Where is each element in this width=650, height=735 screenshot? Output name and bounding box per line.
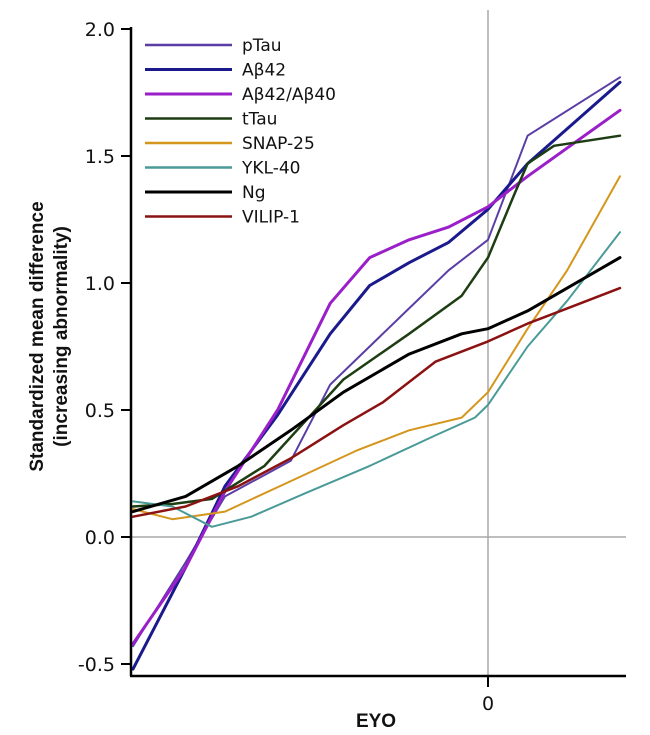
y-tick-label: -0.5 <box>78 654 115 676</box>
plot-lines <box>131 10 626 676</box>
y-tick-label: 0.5 <box>85 400 115 422</box>
legend: pTau Aβ42 Aβ42/Aβ40 tTau SNAP-25 YKL-40 Ng VILI… <box>145 36 336 228</box>
x-tick-label: 0 <box>482 693 494 715</box>
legend-label: YKL-40 <box>241 159 300 179</box>
legend-label: pTau <box>242 36 282 56</box>
y-tick-label: 1.5 <box>85 146 115 168</box>
y-axis-subtitle: (increasing abnormality) <box>51 226 72 447</box>
y-tick-label: 0.0 <box>85 527 115 549</box>
y-axis-title: Standardized mean difference <box>27 201 48 471</box>
legend-label: Aβ42 <box>242 61 286 81</box>
y-tick-label: 2.0 <box>85 19 115 41</box>
legend-label: tTau <box>242 110 277 130</box>
y-tick-label: 1.0 <box>85 273 115 295</box>
series-line-ykl-40 <box>132 231 621 528</box>
series-line-a-42 <box>131 80 622 671</box>
axes: 2.0 1.5 1.0 0.5 0.0 -0.5 0 <box>78 19 626 715</box>
series-line-vilip-1 <box>131 286 622 518</box>
legend-label: VILIP-1 <box>242 208 300 228</box>
legend-label: Aβ42/Aβ40 <box>242 85 336 105</box>
series-line-snap-25 <box>132 175 621 521</box>
series-line-ttau <box>131 134 622 508</box>
series-line-a-42-a-40 <box>131 108 622 646</box>
series-line-ng <box>131 256 622 514</box>
legend-label: SNAP-25 <box>242 134 315 154</box>
legend-label: Ng <box>242 183 266 203</box>
x-axis-title: EYO <box>356 711 396 732</box>
